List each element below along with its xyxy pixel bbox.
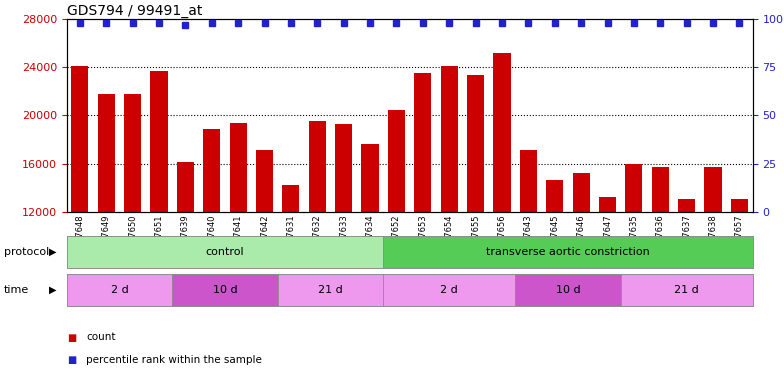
Text: 21 d: 21 d [318,285,343,295]
Bar [731,199,748,357]
Bar [361,144,379,357]
Text: count: count [86,333,116,342]
Bar [98,94,114,357]
Bar [652,167,669,357]
Bar [124,94,141,357]
Text: protocol: protocol [4,247,49,257]
Bar [493,53,510,357]
Bar [388,111,405,357]
Bar [256,150,273,357]
Text: transverse aortic constriction: transverse aortic constriction [486,247,650,257]
Bar [203,129,220,357]
Bar [520,150,537,357]
Bar [467,75,485,357]
Text: percentile rank within the sample: percentile rank within the sample [86,355,262,365]
Bar [151,70,168,357]
Text: 10 d: 10 d [556,285,580,295]
Bar [177,162,194,357]
Bar [414,73,431,357]
Bar [282,185,299,357]
Bar [705,167,721,357]
Bar [599,197,616,357]
Bar [230,123,247,357]
Bar [678,199,695,357]
Text: control: control [205,247,245,257]
Text: 2 d: 2 d [441,285,458,295]
Text: ■: ■ [67,355,76,365]
Bar [71,66,89,357]
Bar [441,66,458,357]
Text: 2 d: 2 d [111,285,129,295]
Bar [335,124,352,357]
Bar [626,164,642,357]
Bar [309,122,326,357]
Bar [572,173,590,357]
Bar [546,180,564,357]
Text: ▶: ▶ [49,285,56,295]
Text: ■: ■ [67,333,76,342]
Text: time: time [4,285,29,295]
Text: ▶: ▶ [49,247,56,257]
Text: GDS794 / 99491_at: GDS794 / 99491_at [67,4,202,18]
Text: 21 d: 21 d [674,285,699,295]
Text: 10 d: 10 d [212,285,238,295]
